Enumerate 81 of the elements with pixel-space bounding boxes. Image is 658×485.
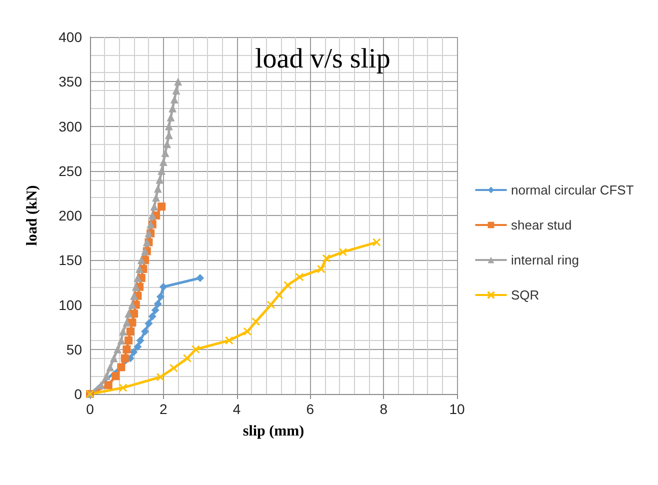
point <box>252 317 260 326</box>
point <box>159 282 168 291</box>
y-tick-label: 300 <box>58 118 82 134</box>
point <box>166 113 175 122</box>
point <box>134 274 142 282</box>
point <box>97 381 106 390</box>
point <box>124 310 133 318</box>
point <box>183 354 192 363</box>
point <box>322 254 331 263</box>
point <box>148 212 156 220</box>
point <box>154 300 162 308</box>
y-tick-label: 150 <box>58 252 82 268</box>
x-axis-title: slip (mm) <box>242 424 304 440</box>
point <box>112 372 120 380</box>
point <box>151 306 160 314</box>
point <box>120 354 129 362</box>
point <box>372 238 381 247</box>
point <box>156 292 164 301</box>
point <box>156 176 164 184</box>
point <box>118 384 128 392</box>
y-tick-label: 0 <box>74 386 82 402</box>
point <box>148 312 156 320</box>
point <box>169 364 178 372</box>
point <box>122 318 131 327</box>
point <box>136 265 144 274</box>
x-tick-label: 8 <box>380 401 388 417</box>
y-tick-label: 100 <box>58 296 82 313</box>
point <box>158 202 166 211</box>
x-tick-label: 0 <box>86 401 94 417</box>
point <box>196 274 204 282</box>
x-tick-label: 2 <box>160 401 168 417</box>
point <box>161 149 170 158</box>
point <box>174 78 182 86</box>
point <box>137 256 146 264</box>
point <box>154 184 162 193</box>
point <box>126 328 134 336</box>
point <box>134 342 142 351</box>
point <box>106 363 114 372</box>
y-axis-title: load (kN) <box>24 185 40 246</box>
point <box>132 282 140 291</box>
point <box>130 292 138 300</box>
y-tick-label: 400 <box>58 29 82 45</box>
point <box>266 300 276 309</box>
legend-label: SQR <box>511 288 540 302</box>
x-tick-label: 10 <box>449 401 465 417</box>
point <box>130 348 138 356</box>
point <box>117 336 126 344</box>
y-tick-label: 250 <box>58 162 82 179</box>
point <box>119 328 128 336</box>
point <box>128 300 136 309</box>
point <box>114 345 122 354</box>
chart-title: load v/s slip <box>255 44 390 74</box>
legend-label: internal ring <box>511 252 579 268</box>
point <box>144 319 153 328</box>
point <box>110 354 118 362</box>
point <box>130 310 138 318</box>
point <box>117 363 126 372</box>
y-tick-label: 50 <box>66 341 82 358</box>
point <box>124 336 133 344</box>
point <box>338 248 348 256</box>
point <box>295 272 304 282</box>
point <box>122 345 131 354</box>
point <box>284 280 292 290</box>
x-tick-label: 4 <box>232 401 241 417</box>
point <box>191 345 200 354</box>
point <box>136 336 144 344</box>
point <box>243 327 252 336</box>
point <box>172 86 180 95</box>
point <box>316 264 326 274</box>
y-tick-label: 350 <box>58 74 82 90</box>
point <box>156 372 165 382</box>
legend-label: shear stud <box>511 218 572 232</box>
point <box>141 328 150 336</box>
point <box>104 381 112 390</box>
point <box>274 290 284 300</box>
y-tick-label: 200 <box>58 208 82 224</box>
point <box>102 372 111 380</box>
point <box>164 122 173 130</box>
x-tick-label: 6 <box>306 401 314 417</box>
legend-label: normal circular CFST <box>511 182 634 198</box>
point <box>224 336 234 345</box>
